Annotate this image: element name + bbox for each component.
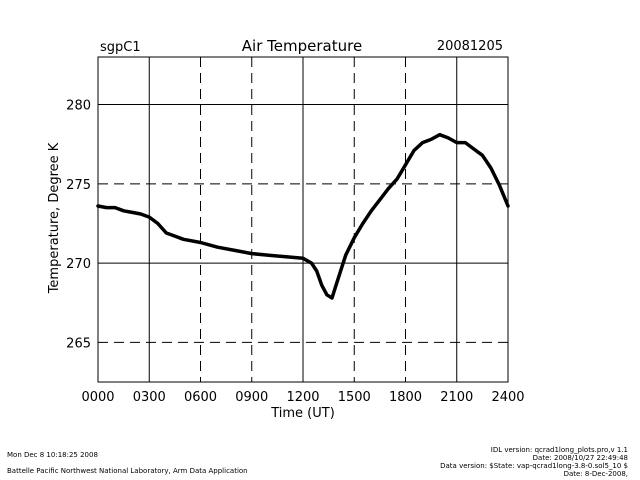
x-axis-label: Time (UT)	[270, 406, 335, 421]
footer-data-date: Date: 8-Dec-2008,	[563, 470, 628, 478]
footer-organization: Battelle Pacific Northwest National Labo…	[7, 467, 248, 475]
date-label: 20081205	[437, 39, 503, 54]
x-tick-label: 2400	[491, 390, 524, 405]
site-label: sgpC1	[100, 40, 141, 55]
x-tick-label: 2100	[440, 390, 473, 405]
footer-idl-version: IDL version: qcrad1long_plots.pro,v 1.1	[490, 446, 628, 454]
footer-timestamp: Mon Dec 8 10:18:25 2008	[7, 451, 98, 459]
y-tick-labels: 265 270 275 280	[66, 99, 91, 352]
x-tick-label: 1800	[389, 390, 422, 405]
y-tick-label: 280	[66, 99, 91, 114]
x-tick-label: 1200	[286, 390, 319, 405]
y-tick-label: 275	[66, 178, 91, 193]
y-axis-label: Temperature, Degree K	[47, 142, 62, 294]
temperature-series-line	[96, 132, 510, 300]
x-tick-label: 0900	[235, 390, 268, 405]
grid-lines	[98, 57, 508, 382]
y-tick-label: 270	[66, 257, 91, 272]
x-tick-label: 0000	[81, 390, 114, 405]
footer-date: Date: 2008/10/27 22:49:48	[532, 454, 628, 462]
chart-title: Air Temperature	[242, 37, 362, 55]
x-tick-label: 1500	[338, 390, 371, 405]
x-tick-labels: 0000 0300 0600 0900 1200 1500 1800 2100 2400	[81, 390, 524, 405]
x-tick-label: 0300	[133, 390, 166, 405]
footer-version-info: IDL version: qcrad1long_plots.pro,v 1.1 …	[440, 446, 628, 478]
y-tick-label: 265	[66, 336, 91, 351]
x-tick-label: 0600	[184, 390, 217, 405]
plot-frame	[97, 56, 509, 383]
footer-data-version: Data version: $State: vap-qcrad1long-3.8…	[440, 462, 628, 470]
